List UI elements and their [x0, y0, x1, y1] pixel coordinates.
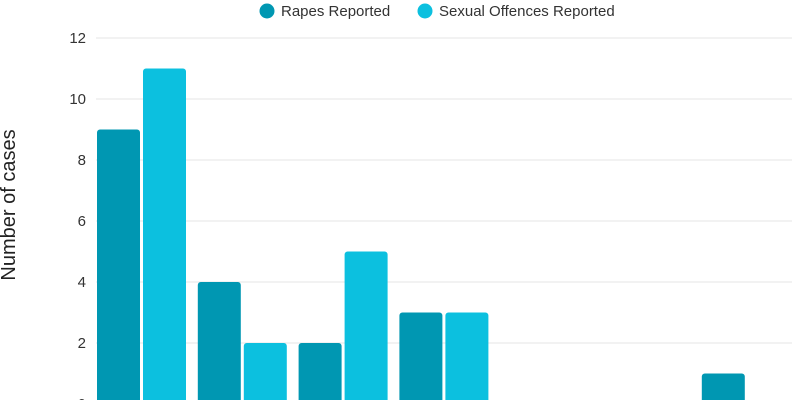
- bar-series1-group1: [97, 129, 140, 400]
- legend-marker-series2: [417, 3, 433, 19]
- legend-marker-series1: [259, 3, 275, 19]
- legend-label-series1: Rapes Reported: [281, 3, 390, 20]
- bar-series2-group2: [243, 343, 287, 400]
- bars: [97, 68, 745, 400]
- bar-series1-group2: [197, 282, 241, 400]
- y-tick-label-4: 4: [78, 274, 86, 291]
- y-tick-label-8: 8: [78, 152, 86, 169]
- bar-series1-group7: [701, 373, 745, 400]
- y-tick-label-0: 0: [78, 396, 86, 400]
- bar-series2-group4: [445, 312, 489, 400]
- y-axis-ticks: 0 2 4 6 8 10 12: [69, 30, 86, 400]
- bar-series2-group1: [143, 68, 186, 400]
- y-axis-title: Number of cases: [0, 129, 20, 280]
- bar-series1-group4: [399, 312, 443, 400]
- legend-label-series2: Sexual Offences Reported: [439, 3, 615, 20]
- y-tick-label-10: 10: [69, 91, 86, 108]
- bar-series2-group3: [344, 251, 388, 400]
- y-tick-label-2: 2: [78, 335, 86, 352]
- y-tick-label-6: 6: [78, 213, 86, 230]
- bar-series1-group3: [298, 343, 342, 400]
- y-tick-label-12: 12: [69, 30, 86, 47]
- legend: Rapes Reported Sexual Offences Reported: [259, 3, 615, 20]
